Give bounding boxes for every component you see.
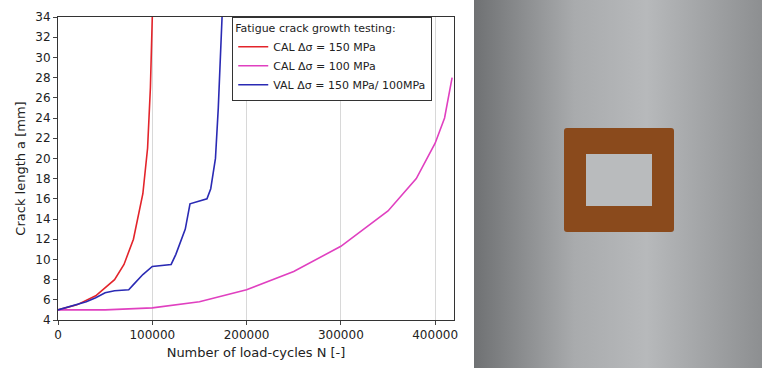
svg-text:30: 30 bbox=[35, 51, 50, 65]
svg-text:18: 18 bbox=[35, 172, 50, 186]
svg-text:VAL Δσ = 150 MPa/ 100MPa: VAL Δσ = 150 MPa/ 100MPa bbox=[273, 79, 425, 92]
svg-text:Crack length a [mm]: Crack length a [mm] bbox=[13, 101, 28, 235]
svg-text:400000: 400000 bbox=[412, 328, 458, 342]
svg-text:10: 10 bbox=[35, 253, 50, 267]
svg-text:CAL Δσ = 100 MPa: CAL Δσ = 100 MPa bbox=[273, 60, 375, 73]
svg-text:16: 16 bbox=[35, 192, 50, 206]
svg-text:20: 20 bbox=[35, 152, 50, 166]
svg-text:14: 14 bbox=[35, 212, 50, 226]
svg-text:Number of load-cycles N [-]: Number of load-cycles N [-] bbox=[167, 345, 346, 360]
svg-text:22: 22 bbox=[35, 131, 50, 145]
svg-text:300000: 300000 bbox=[318, 328, 364, 342]
svg-text:34: 34 bbox=[35, 10, 50, 24]
svg-text:4: 4 bbox=[43, 313, 51, 327]
svg-text:200000: 200000 bbox=[224, 328, 270, 342]
svg-text:24: 24 bbox=[35, 111, 50, 125]
svg-text:32: 32 bbox=[35, 30, 50, 44]
svg-text:CAL Δσ = 150 MPa: CAL Δσ = 150 MPa bbox=[273, 41, 375, 54]
svg-text:8: 8 bbox=[43, 273, 51, 287]
svg-text:100000: 100000 bbox=[129, 328, 175, 342]
svg-text:Fatigue crack growth testing:: Fatigue crack growth testing: bbox=[235, 22, 395, 35]
svg-text:28: 28 bbox=[35, 71, 50, 85]
svg-text:26: 26 bbox=[35, 91, 50, 105]
svg-text:12: 12 bbox=[35, 232, 50, 246]
svg-text:6: 6 bbox=[43, 293, 51, 307]
svg-text:0: 0 bbox=[54, 328, 62, 342]
